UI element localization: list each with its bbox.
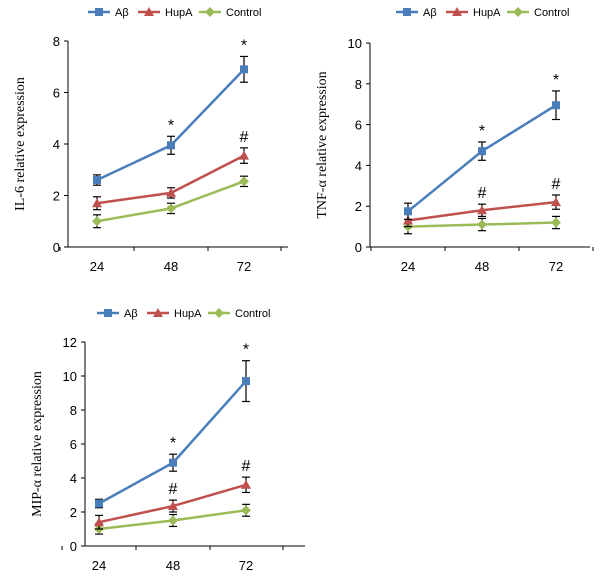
data-point: [166, 187, 176, 197]
y-tick-label: 4: [70, 471, 77, 486]
significance-mark: *: [553, 72, 559, 89]
significance-mark: #: [169, 481, 178, 498]
legend-label: HupA: [165, 7, 193, 19]
legend-label: Aβ: [115, 7, 129, 19]
legend-label: Aβ: [124, 308, 138, 320]
y-tick-label: 0: [70, 539, 77, 554]
y-axis-label: TNF-α relative expression: [315, 71, 330, 218]
data-point: [239, 150, 249, 160]
y-tick-label: 2: [355, 199, 362, 214]
y-axis-label: IL-6 relative expression: [13, 77, 28, 211]
data-point: [94, 517, 104, 527]
series-HupA: [94, 476, 251, 530]
y-tick-label: 2: [70, 505, 77, 520]
data-point: [477, 219, 487, 230]
data-point: [92, 216, 102, 227]
x-tick-label: 48: [164, 259, 178, 274]
significance-mark: #: [552, 176, 561, 193]
y-tick-label: 8: [355, 77, 362, 92]
legend-label: Control: [235, 308, 270, 320]
legend-marker: [104, 309, 112, 317]
data-point: [169, 458, 177, 467]
data-point: [241, 479, 251, 489]
series-Aβ: [93, 55, 248, 186]
y-tick-label: 0: [355, 240, 362, 255]
data-point: [95, 499, 103, 508]
legend: Aβ HupA Control: [97, 308, 270, 320]
y-axis-label: MIP-α relative expression: [30, 371, 45, 517]
data-point: [551, 217, 561, 228]
data-point: [240, 65, 248, 74]
data-point: [168, 501, 178, 511]
legend-label: Aβ: [423, 7, 437, 19]
y-tick-label: 6: [355, 118, 362, 133]
y-tick-label: 8: [53, 34, 60, 49]
data-point: [478, 147, 486, 156]
legend-marker: [452, 7, 462, 16]
legend-label: Control: [534, 7, 569, 19]
x-tick-label: 72: [239, 558, 253, 573]
series-Control: [92, 175, 249, 229]
y-tick-label: 10: [63, 369, 77, 384]
series-HupA: [92, 147, 249, 211]
legend-label: HupA: [473, 7, 501, 19]
significance-mark: *: [170, 435, 176, 452]
y-tick-label: 4: [355, 158, 362, 173]
y-tick-label: 6: [70, 437, 77, 452]
significance-mark: #: [242, 458, 251, 475]
significance-mark: #: [240, 129, 249, 146]
x-tick-label: 24: [90, 259, 104, 274]
y-tick-label: 8: [70, 403, 77, 418]
data-point: [166, 203, 176, 214]
legend-marker: [153, 308, 163, 317]
x-tick-label: 72: [237, 259, 251, 274]
x-tick-label: 72: [549, 259, 563, 274]
series-Control: [94, 503, 251, 535]
significance-mark: *: [243, 342, 249, 359]
x-tick-label: 24: [92, 558, 106, 573]
legend-label: HupA: [174, 308, 202, 320]
x-tick-label: 48: [166, 558, 180, 573]
y-tick-label: 10: [348, 36, 362, 51]
significance-mark: #: [478, 185, 487, 202]
data-point: [92, 198, 102, 208]
legend-marker: [95, 8, 103, 16]
y-tick-label: 12: [63, 335, 77, 350]
data-point: [93, 176, 101, 185]
legend: Aβ HupA Control: [88, 7, 261, 19]
legend-marker: [403, 8, 411, 16]
legend-label: Control: [226, 7, 261, 19]
data-point: [167, 141, 175, 150]
data-point: [477, 205, 487, 215]
y-tick-label: 6: [53, 86, 60, 101]
legend-marker: [205, 7, 215, 17]
significance-mark: *: [168, 117, 174, 134]
legend: Aβ HupA Control: [396, 7, 569, 19]
x-tick-label: 24: [401, 259, 415, 274]
data-point: [552, 101, 560, 110]
legend-marker: [513, 7, 523, 17]
legend-marker: [144, 7, 154, 16]
series-Aβ: [404, 90, 560, 221]
y-tick-label: 2: [53, 189, 60, 204]
series-Aβ: [95, 360, 250, 509]
significance-mark: *: [479, 123, 485, 140]
data-point: [241, 505, 251, 516]
data-point: [242, 377, 250, 386]
data-point: [404, 207, 412, 216]
significance-mark: *: [241, 37, 247, 54]
data-point: [551, 197, 561, 207]
x-tick-label: 48: [475, 259, 489, 274]
legend-marker: [214, 308, 224, 318]
y-tick-label: 4: [53, 137, 60, 152]
data-point: [168, 515, 178, 526]
data-point: [239, 176, 249, 187]
y-tick-label: 0: [53, 240, 60, 255]
